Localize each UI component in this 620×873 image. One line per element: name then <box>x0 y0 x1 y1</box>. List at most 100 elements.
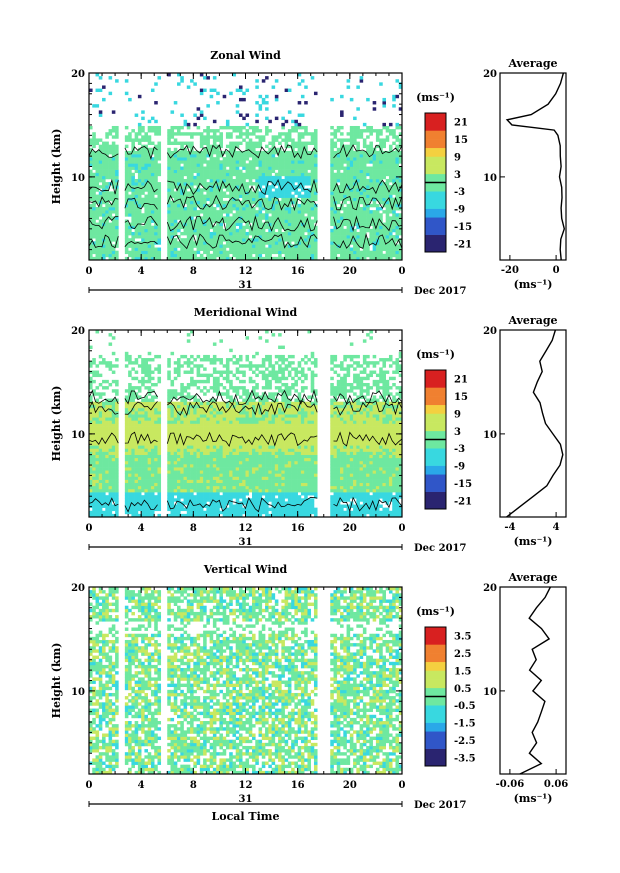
heatmap-cell <box>313 157 318 161</box>
heatmap-cell <box>111 135 116 139</box>
heatmap-cell <box>137 426 142 431</box>
heatmap-cell <box>157 200 162 205</box>
heatmap-cell <box>105 250 109 255</box>
heatmap-cell <box>180 225 184 230</box>
heatmap-cell <box>313 238 318 242</box>
heatmap-cell <box>229 188 233 192</box>
heatmap-cell <box>346 132 351 136</box>
heatmap-cell <box>124 207 129 211</box>
heatmap-cell <box>362 203 367 208</box>
heatmap-cell <box>212 238 217 242</box>
heatmap-cell <box>173 175 178 180</box>
heatmap-cell <box>131 235 135 239</box>
heatmap-cell <box>209 157 214 161</box>
heatmap-cell <box>369 185 373 189</box>
heatmap-cell <box>137 460 142 465</box>
heatmap-cell <box>177 216 181 220</box>
heatmap-cell <box>150 426 155 431</box>
heatmap-cell <box>102 182 106 186</box>
heatmap-cell <box>300 135 305 139</box>
heatmap-cell <box>95 432 100 437</box>
heatmap-cell <box>229 256 233 261</box>
heatmap-cell <box>115 498 119 502</box>
heatmap-cell <box>92 411 96 415</box>
heatmap-cell <box>307 163 312 167</box>
heatmap-cell <box>225 256 230 261</box>
heatmap-cell <box>284 141 289 145</box>
heatmap-cell <box>330 157 334 161</box>
heatmap-cell <box>261 79 266 83</box>
heatmap-cell <box>150 401 155 406</box>
heatmap-cell <box>307 203 312 208</box>
heatmap-cell <box>147 445 152 449</box>
heatmap-cell <box>134 432 139 437</box>
heatmap-cell <box>157 228 162 233</box>
heatmap-cell <box>196 467 201 471</box>
heatmap-cell <box>193 504 197 508</box>
heatmap-cell <box>219 256 223 261</box>
heatmap-cell <box>379 129 383 133</box>
heatmap-cell <box>147 222 152 227</box>
heatmap-cell <box>89 454 93 459</box>
heatmap-cell <box>92 417 96 421</box>
heatmap-cell <box>193 163 197 167</box>
heatmap-cell <box>131 492 135 496</box>
heatmap-cell <box>141 426 145 431</box>
heatmap-cell <box>238 188 243 192</box>
heatmap-cell <box>245 219 250 223</box>
heatmap-cell <box>349 132 354 136</box>
heatmap-cell <box>313 216 318 220</box>
heatmap-cell <box>95 88 100 92</box>
heatmap-cell <box>190 510 194 515</box>
heatmap-cell <box>190 498 194 502</box>
heatmap-cell <box>265 163 269 167</box>
heatmap-cell <box>115 132 119 136</box>
heatmap-cell <box>385 200 390 205</box>
heatmap-cell <box>173 247 178 251</box>
heatmap-cell <box>375 150 380 155</box>
heatmap-cell <box>353 135 357 139</box>
heatmap-cell <box>115 210 119 214</box>
heatmap-cell <box>225 185 230 189</box>
heatmap-cell <box>203 141 207 145</box>
heatmap-cell <box>245 253 250 258</box>
heatmap-cell <box>356 178 360 183</box>
heatmap-cell <box>134 426 139 431</box>
heatmap-cell <box>382 194 386 198</box>
heatmap-cell <box>173 479 178 484</box>
heatmap-cell <box>392 175 396 180</box>
heatmap-cell <box>287 185 292 189</box>
heatmap-cell <box>111 207 116 211</box>
heatmap-cell <box>212 235 217 239</box>
heatmap-cell <box>274 241 279 245</box>
heatmap-cell <box>186 492 191 496</box>
heatmap-cell <box>340 197 344 202</box>
heatmap-cell <box>150 467 155 471</box>
heatmap-cell <box>108 203 113 208</box>
heatmap-cell <box>92 244 96 248</box>
heatmap-cell <box>131 182 135 186</box>
heatmap-cell <box>245 210 250 214</box>
heatmap-cell <box>278 213 282 217</box>
heatmap-cell <box>150 188 155 192</box>
heatmap-cell <box>131 154 135 158</box>
heatmap-cell <box>313 138 318 142</box>
heatmap-cell <box>137 191 142 195</box>
heatmap-cell <box>385 247 390 251</box>
heatmap-cell <box>128 238 132 242</box>
heatmap-cell <box>190 370 194 374</box>
heatmap-cell <box>111 507 116 512</box>
heatmap-cell <box>124 79 129 83</box>
heatmap-cell <box>190 219 194 223</box>
heatmap-cell <box>141 200 145 205</box>
heatmap-cell <box>190 256 194 261</box>
heatmap-cell <box>255 247 259 251</box>
heatmap-cell <box>255 228 259 233</box>
heatmap-cell <box>111 460 116 465</box>
heatmap-cell <box>108 460 113 465</box>
heatmap-cell <box>98 253 103 258</box>
heatmap-cell <box>216 175 220 180</box>
heatmap-cell <box>102 448 106 452</box>
heatmap-cell <box>167 166 171 170</box>
